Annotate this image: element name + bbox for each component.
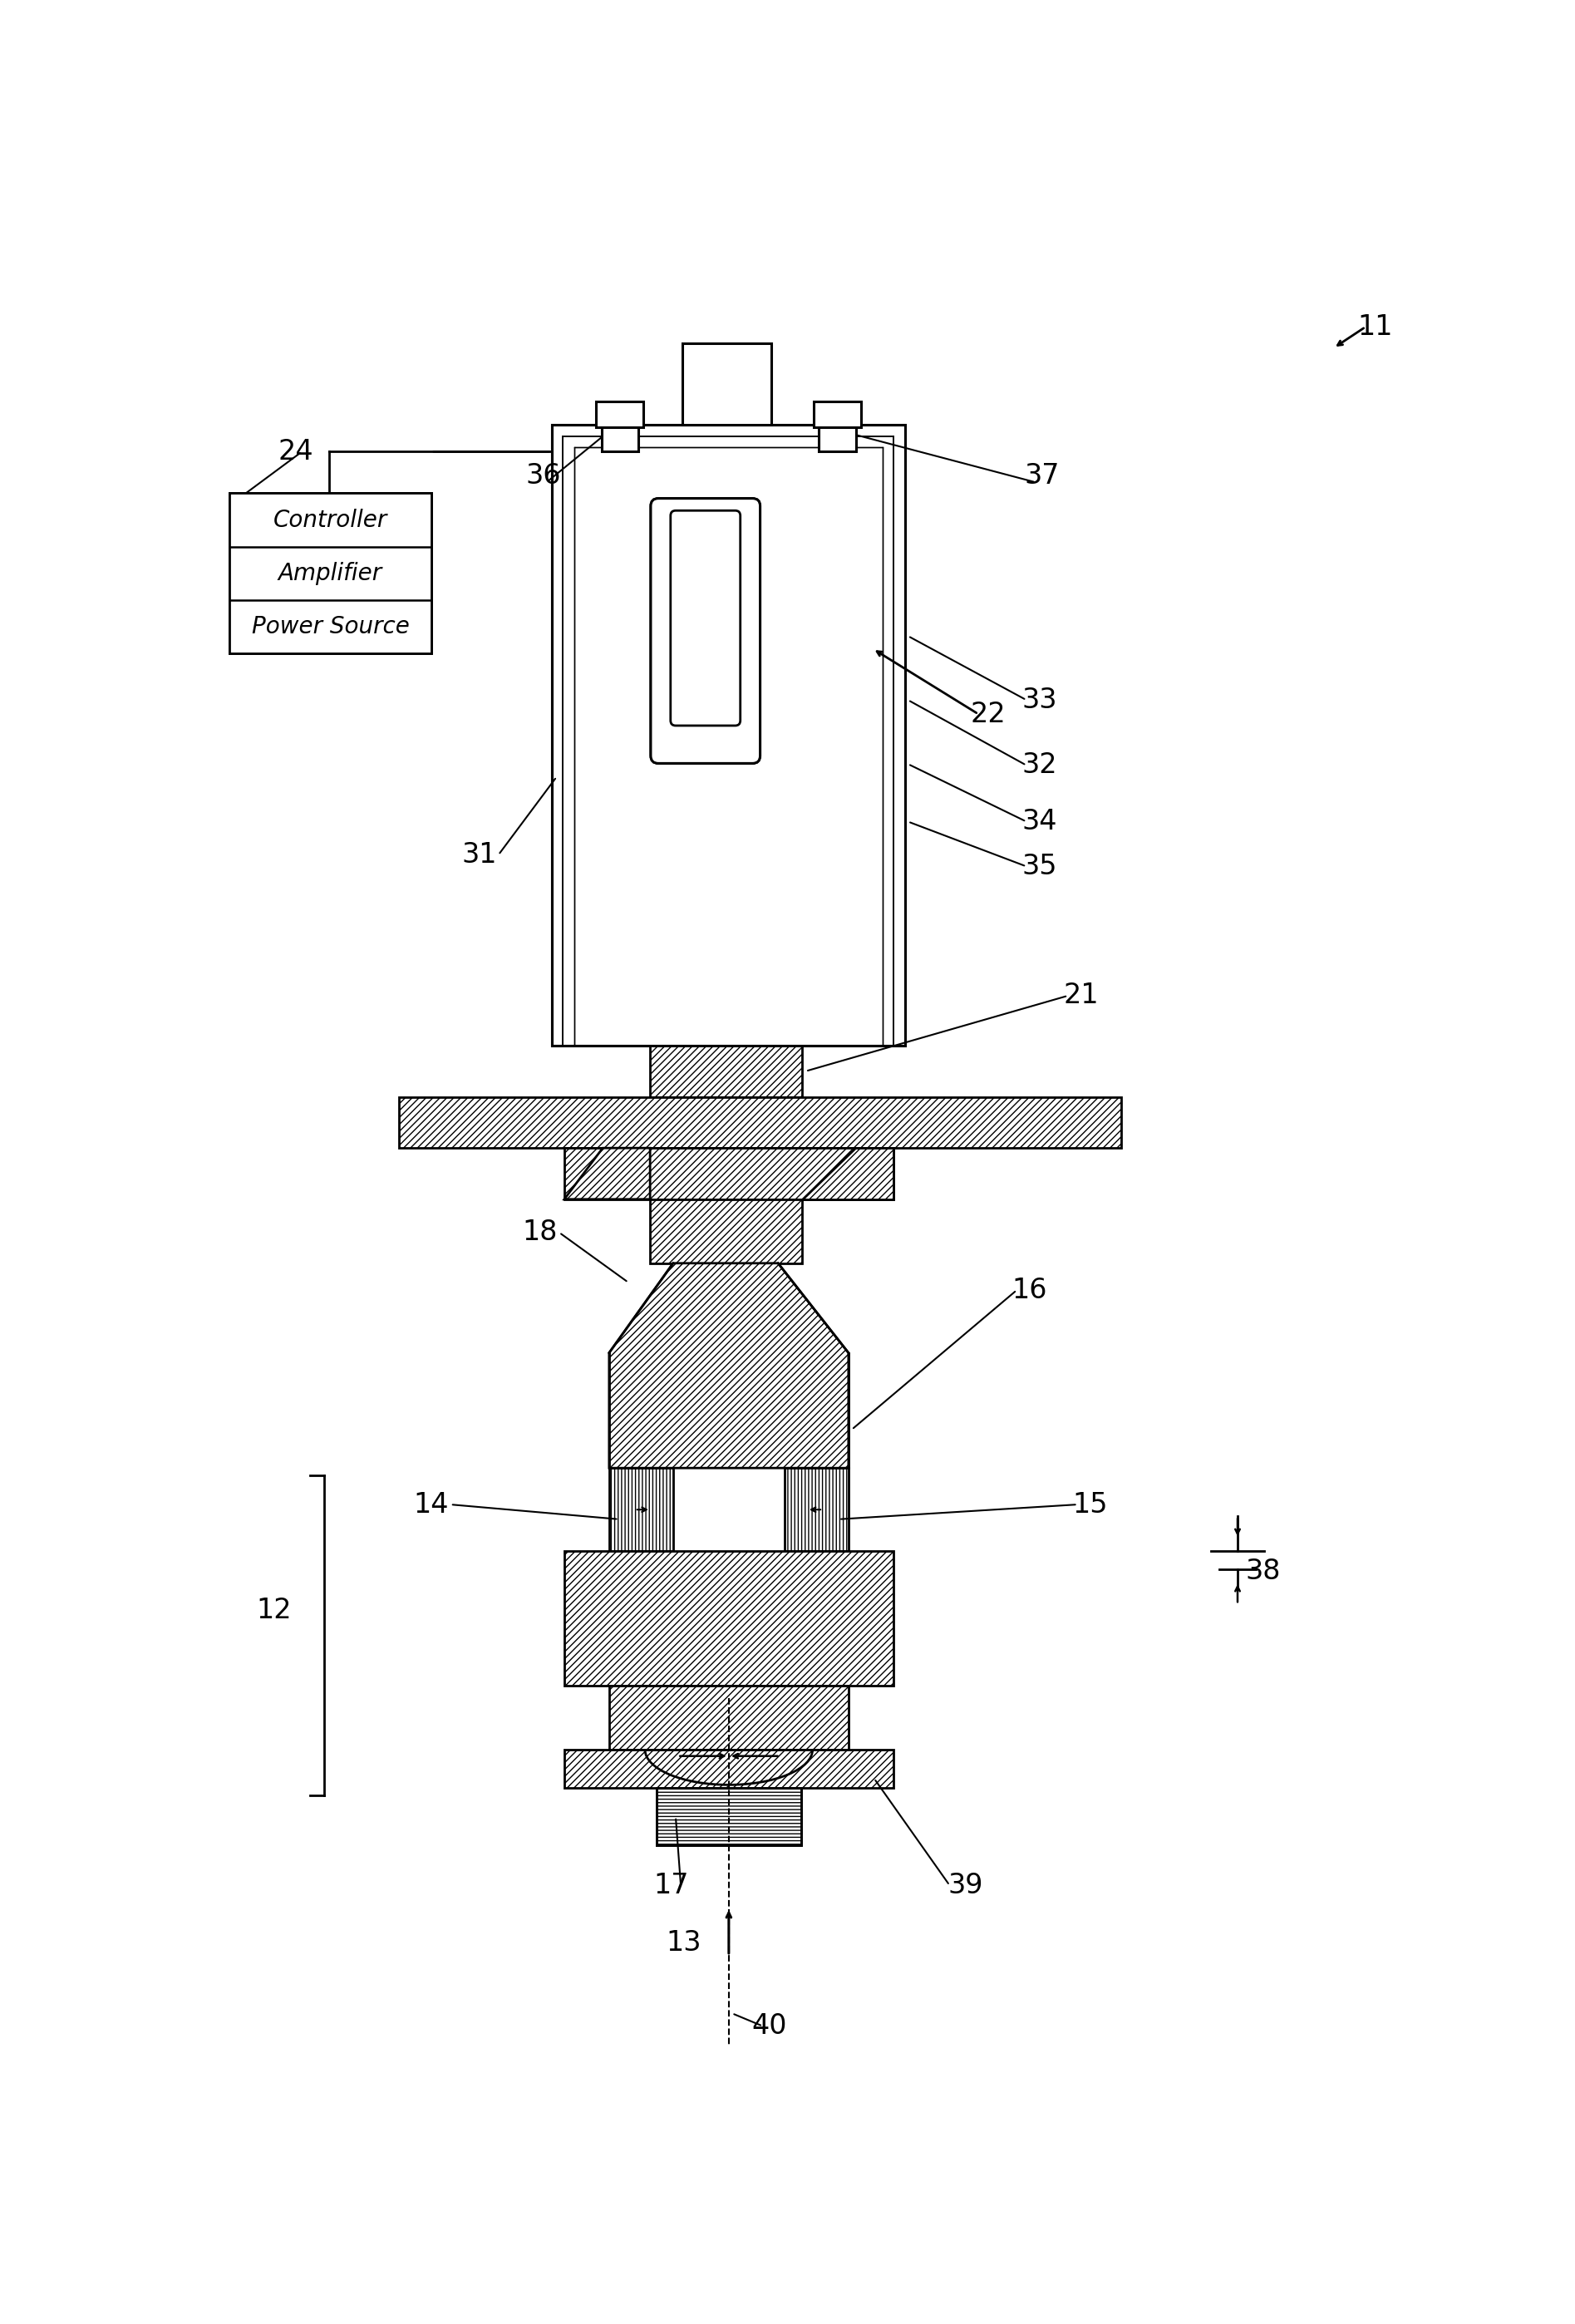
- Text: 34: 34: [1022, 809, 1057, 834]
- Bar: [682, 344, 772, 425]
- Text: 14: 14: [414, 1490, 449, 1518]
- Bar: [610, 1685, 849, 1750]
- Text: 32: 32: [1022, 751, 1057, 779]
- Text: Power Source: Power Source: [252, 616, 409, 639]
- FancyBboxPatch shape: [671, 511, 740, 725]
- Bar: [564, 1550, 893, 1685]
- Text: 13: 13: [666, 1929, 701, 1957]
- Bar: [814, 402, 862, 428]
- Text: Amplifier: Amplifier: [279, 562, 383, 586]
- Bar: [650, 1199, 802, 1264]
- Bar: [562, 437, 893, 1046]
- Text: 40: 40: [751, 2013, 788, 2040]
- Text: 22: 22: [970, 700, 1006, 727]
- Bar: [230, 493, 432, 653]
- Text: 15: 15: [1073, 1490, 1109, 1518]
- Bar: [610, 1469, 673, 1550]
- Bar: [682, 344, 772, 425]
- Text: 36: 36: [526, 462, 561, 490]
- Bar: [564, 1148, 893, 1199]
- Text: 18: 18: [523, 1218, 558, 1246]
- Bar: [573, 446, 882, 1046]
- Bar: [602, 428, 638, 451]
- Bar: [673, 1264, 778, 1301]
- Bar: [564, 1750, 893, 1787]
- Bar: [553, 428, 902, 1043]
- Text: 38: 38: [1246, 1557, 1280, 1585]
- Bar: [398, 1097, 1121, 1148]
- Text: Amplifier: Amplifier: [279, 562, 383, 586]
- Text: Power Source: Power Source: [252, 616, 409, 639]
- Text: 23: 23: [740, 360, 775, 388]
- Text: 24: 24: [277, 437, 313, 465]
- FancyBboxPatch shape: [650, 497, 761, 762]
- Text: 35: 35: [1022, 853, 1057, 881]
- Text: 21: 21: [1063, 983, 1098, 1009]
- Bar: [819, 428, 857, 451]
- Text: Controller: Controller: [274, 509, 387, 532]
- Bar: [597, 402, 644, 428]
- Bar: [657, 1787, 802, 1845]
- Bar: [657, 1787, 802, 1845]
- Bar: [819, 428, 857, 451]
- FancyBboxPatch shape: [650, 497, 761, 762]
- Bar: [814, 402, 862, 428]
- Bar: [551, 425, 904, 1046]
- FancyBboxPatch shape: [671, 511, 740, 725]
- Bar: [650, 1046, 802, 1097]
- Text: Controller: Controller: [274, 509, 387, 532]
- Text: 16: 16: [1011, 1276, 1047, 1304]
- Text: 31: 31: [461, 841, 496, 869]
- Polygon shape: [610, 1264, 849, 1469]
- Text: 12: 12: [257, 1597, 291, 1624]
- Bar: [784, 1469, 849, 1550]
- Bar: [602, 428, 638, 451]
- Bar: [230, 493, 432, 653]
- Text: 37: 37: [1025, 462, 1060, 490]
- Polygon shape: [802, 1148, 893, 1199]
- Bar: [597, 402, 644, 428]
- Text: 11: 11: [1358, 314, 1392, 342]
- Polygon shape: [564, 1148, 650, 1199]
- Bar: [551, 425, 904, 1046]
- Text: 39: 39: [948, 1871, 983, 1899]
- Text: 33: 33: [1022, 686, 1057, 713]
- Text: 17: 17: [654, 1871, 688, 1899]
